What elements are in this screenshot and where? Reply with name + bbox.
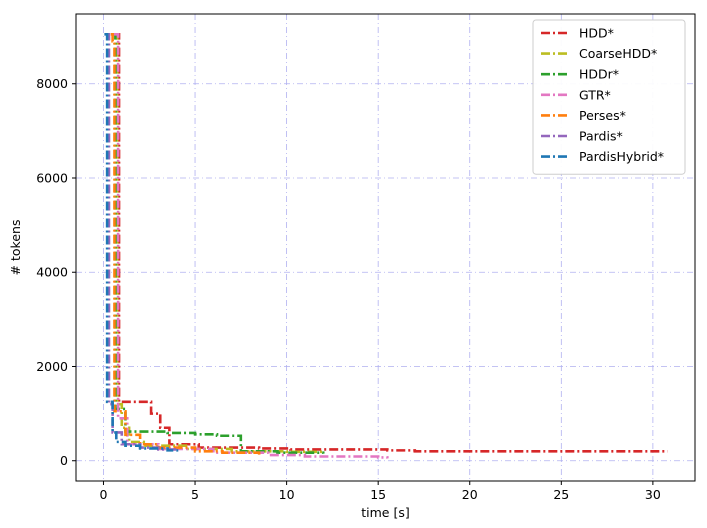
y-tick-label: 4000 [36,265,68,280]
legend-label: HDD* [579,26,614,41]
legend-label: CoarseHDD* [579,46,657,61]
x-tick-label: 0 [99,487,107,502]
x-tick-label: 20 [462,487,478,502]
x-tick-label: 15 [370,487,386,502]
x-tick-label: 10 [279,487,295,502]
series-line-hdd [115,32,668,453]
series-layer [104,32,668,459]
x-axis-label: time [s] [361,505,409,520]
legend-label: Pardis* [579,129,623,144]
series-line-pardis [106,32,179,451]
series-line-perses [110,32,261,455]
x-tick-label: 30 [645,487,661,502]
series-line-hddr [111,32,325,455]
y-tick-label: 0 [60,453,68,468]
legend: HDD* CoarseHDD* HDDr* GTR* Perses* Pardis* Par… [532,19,686,175]
y-axis: 0 2000 4000 6000 8000 [36,76,76,468]
legend-label: GTR* [579,87,611,102]
x-tick-label: 5 [191,487,199,502]
series-line-pardishybrid [104,32,182,452]
legend-label: Perses* [579,108,626,123]
y-tick-label: 2000 [36,359,68,374]
x-axis: 0 5 10 15 20 25 30 [99,481,661,502]
series-line-coarsehdd [113,32,325,454]
x-tick-label: 25 [553,487,569,502]
series-line-gtr [112,32,389,459]
plot-frame [75,13,696,482]
legend-label: PardisHybrid* [579,149,664,164]
legend-box [532,19,686,175]
y-tick-label: 6000 [36,170,68,185]
y-axis-label: # tokens [8,220,23,276]
legend-label: HDDr* [579,67,619,82]
y-tick-label: 8000 [36,76,68,91]
